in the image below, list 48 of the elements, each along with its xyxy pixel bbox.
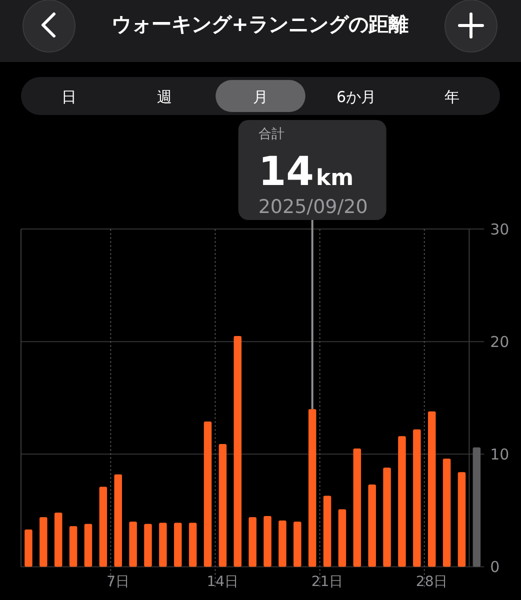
x-tick-label: 14日	[206, 574, 239, 590]
data-label: 14km	[258, 149, 354, 195]
text: 月	[253, 88, 268, 106]
bar	[69, 526, 78, 567]
y-tick-label: 20	[490, 332, 510, 351]
text: 合計	[258, 127, 284, 142]
text: 年	[444, 88, 460, 106]
bar	[323, 496, 332, 567]
bar	[129, 522, 137, 567]
bar	[278, 520, 286, 567]
text: 6か月	[336, 88, 376, 106]
text: 週	[157, 88, 172, 106]
bar	[204, 421, 212, 567]
x-tick-label: 28日	[416, 574, 448, 590]
y-tick-label: 0	[490, 558, 500, 576]
bar	[218, 444, 227, 567]
y-tick-label: 10	[490, 445, 510, 464]
bar	[234, 336, 242, 567]
bar	[338, 509, 346, 567]
bar	[40, 517, 48, 567]
bar	[84, 524, 92, 567]
x-tick-label: 7日	[106, 574, 130, 590]
bar	[472, 447, 481, 567]
bar	[383, 468, 391, 567]
text: 2025/09/20	[258, 196, 368, 218]
bar	[458, 472, 466, 567]
y-tick-label: 30	[490, 220, 510, 238]
bar	[264, 516, 272, 567]
bar	[188, 522, 197, 567]
bar	[428, 411, 436, 567]
bar	[353, 448, 362, 567]
text: 日	[61, 88, 76, 106]
bar	[398, 436, 406, 567]
bar	[54, 512, 62, 567]
bar	[368, 484, 376, 567]
bar	[294, 522, 302, 567]
bar	[308, 409, 316, 567]
bar	[144, 524, 152, 567]
bar	[24, 530, 32, 567]
chart-title: ウォーキング+ランニングの距離	[112, 12, 408, 36]
bar	[413, 429, 421, 567]
bar	[248, 517, 256, 567]
bar	[442, 458, 451, 567]
bar	[114, 474, 122, 567]
bar	[159, 522, 167, 567]
bar	[174, 522, 182, 567]
x-tick-label: 21日	[311, 574, 344, 590]
bar	[99, 486, 108, 567]
